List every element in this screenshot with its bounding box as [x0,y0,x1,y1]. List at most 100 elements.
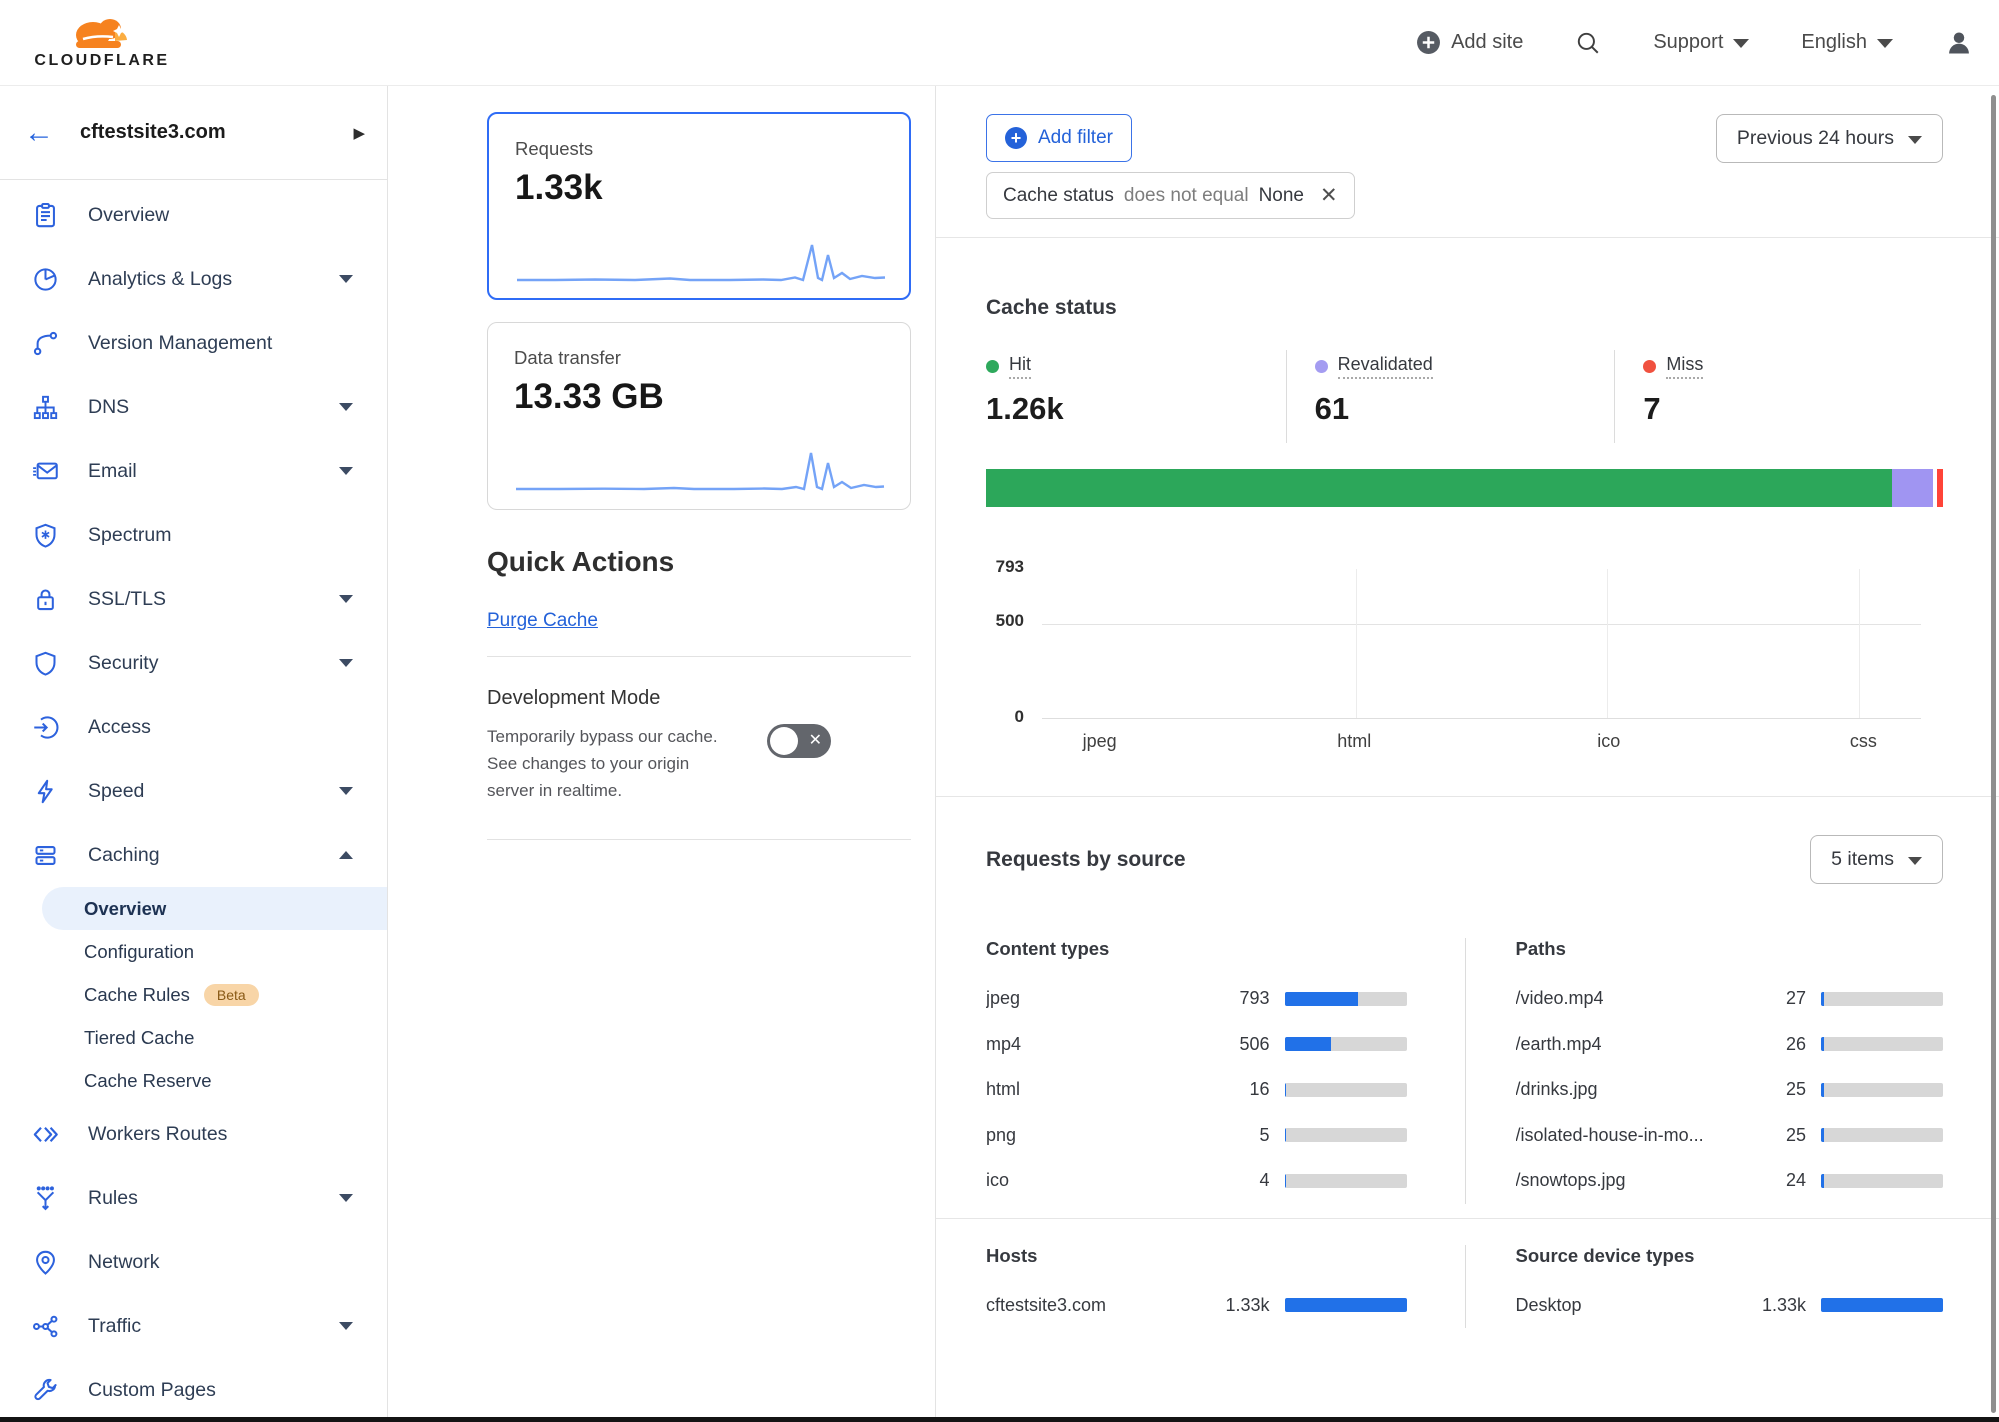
content-type-row[interactable]: html 16 [986,1067,1407,1113]
data-transfer-card[interactable]: Data transfer 13.33 GB [487,322,911,510]
host-row[interactable]: cftestsite3.com 1.33k [986,1283,1407,1329]
path-row[interactable]: /snowtops.jpg 24 [1516,1158,1943,1204]
support-menu[interactable]: Support [1653,31,1750,54]
sidebar-item-ssl-tls[interactable]: SSL/TLS [0,567,387,631]
content-type-row[interactable]: png 5 [986,1113,1407,1159]
add-site-button[interactable]: Add site [1416,30,1523,55]
search-icon [1575,30,1601,56]
path-row[interactable]: /drinks.jpg 25 [1516,1067,1943,1113]
stacked-bar-gap [1933,469,1938,507]
gridline-ico [1607,569,1609,719]
chevron-down-icon [339,787,353,795]
progress-bar [1284,1173,1407,1188]
analytics-panel: + Add filter Cache status does not equal… [936,86,1999,1422]
sidebar-item-security[interactable]: Security [0,631,387,695]
miss-value: 7 [1643,391,1661,426]
code-brackets-icon [30,1121,60,1148]
chevron-up-icon [339,851,353,859]
add-filter-button[interactable]: + Add filter [986,114,1132,162]
items-count-dropdown[interactable]: 5 items [1810,835,1943,884]
time-range-dropdown[interactable]: Previous 24 hours [1715,114,1943,163]
development-mode-toggle[interactable]: ✕ [767,724,831,758]
cloudflare-logo[interactable]: CLOUDFLARE [22,15,182,70]
hit-label[interactable]: Hit [1009,354,1031,379]
sidebar-item-access[interactable]: Access [0,695,387,759]
x-axis-labels: jpeg html ico css [1042,731,1921,752]
requests-sparkline [517,244,886,282]
sidebar-item-version-management[interactable]: Version Management [0,311,387,375]
git-branch-icon [30,330,60,357]
content-type-row[interactable]: mp4 506 [986,1022,1407,1068]
sidebar-item-rules[interactable]: Rules [0,1166,387,1230]
search-button[interactable] [1575,30,1601,56]
x-axis-baseline [1042,718,1921,719]
shield-star-icon [30,522,60,549]
back-arrow-icon[interactable]: ← [24,115,54,149]
device-type-row[interactable]: Desktop 1.33k [1516,1283,1943,1329]
progress-bar [1821,1298,1943,1313]
vertical-scrollbar[interactable] [1991,95,1996,1413]
sidebar-item-spectrum[interactable]: Spectrum [0,503,387,567]
progress-bar [1284,1037,1407,1052]
progress-bar [1821,1173,1943,1188]
language-menu[interactable]: English [1801,31,1893,54]
filter-operator: does not equal [1123,184,1249,206]
progress-bar [1284,1298,1407,1313]
path-row[interactable]: /isolated-house-in-mo... 25 [1516,1113,1943,1159]
envelope-icon [30,458,60,485]
filter-chip-cache-status[interactable]: Cache status does not equal None ✕ [986,172,1355,219]
sidebar-subitem-tiered-cache[interactable]: Tiered Cache [84,1026,195,1048]
site-switcher[interactable]: ← cftestsite3.com ▶ [0,86,387,180]
requests-value: 1.33k [515,168,603,207]
y-tick-0: 0 [1014,707,1024,726]
x-label-css: css [1849,731,1877,751]
sidebar-subitem-configuration[interactable]: Configuration [84,940,195,962]
sidebar-item-workers-routes[interactable]: Workers Routes [0,1102,387,1166]
divider [487,656,911,657]
site-name: cftestsite3.com [80,121,226,143]
sidebar-subitem-caching-overview[interactable]: Overview [42,887,387,930]
chevron-down-icon [339,1322,353,1330]
revalidated-label[interactable]: Revalidated [1337,354,1433,379]
revalidated-legend-dot [1314,360,1328,373]
progress-bar [1821,991,1943,1006]
sidebar-item-caching[interactable]: Caching [0,823,387,887]
sidebar-subitem-cache-reserve[interactable]: Cache Reserve [84,1069,212,1091]
y-tick-500: 500 [995,611,1024,630]
gridline-css [1858,569,1860,719]
padlock-icon [30,586,60,613]
chevron-down-icon [339,659,353,667]
path-row[interactable]: /video.mp4 27 [1516,976,1943,1022]
hosts-title: Hosts [986,1244,1038,1266]
site-caret-icon[interactable]: ▶ [353,124,365,142]
toggle-knob [770,727,798,755]
sidebar-item-overview[interactable]: Overview [0,183,387,247]
sidebar-item-custom-pages[interactable]: Custom Pages [0,1358,387,1422]
quick-actions-section: Quick Actions Purge Cache Development Mo… [487,546,911,840]
chevron-down-icon [1877,39,1893,48]
remove-filter-icon[interactable]: ✕ [1320,184,1338,207]
filter-value: None [1258,184,1304,206]
account-menu[interactable] [1945,29,1973,57]
path-row[interactable]: /earth.mp4 26 [1516,1022,1943,1068]
requests-by-source-title: Requests by source [986,847,1186,871]
miss-label[interactable]: Miss [1666,354,1704,379]
sidebar-item-dns[interactable]: DNS [0,375,387,439]
sidebar-item-speed[interactable]: Speed [0,759,387,823]
purge-cache-link[interactable]: Purge Cache [487,610,598,631]
shield-icon [30,650,60,677]
cloudflare-wordmark: CLOUDFLARE [34,52,170,69]
sidebar-item-email[interactable]: Email [0,439,387,503]
content-type-row[interactable]: ico 4 [986,1158,1407,1204]
sidebar-item-traffic[interactable]: Traffic [0,1294,387,1358]
sidebar-item-network[interactable]: Network [0,1230,387,1294]
sidebar-subitem-cache-rules[interactable]: Cache Rules Beta [42,973,387,1016]
chevron-down-icon [339,1194,353,1202]
y-tick-793: 793 [995,557,1024,576]
revalidated-value: 61 [1314,391,1350,426]
location-pin-icon [30,1249,60,1276]
content-type-row[interactable]: jpeg 793 [986,976,1407,1022]
sidebar-item-analytics-logs[interactable]: Analytics & Logs [0,247,387,311]
requests-card[interactable]: Requests 1.33k [487,112,911,300]
sign-in-icon [30,714,60,741]
